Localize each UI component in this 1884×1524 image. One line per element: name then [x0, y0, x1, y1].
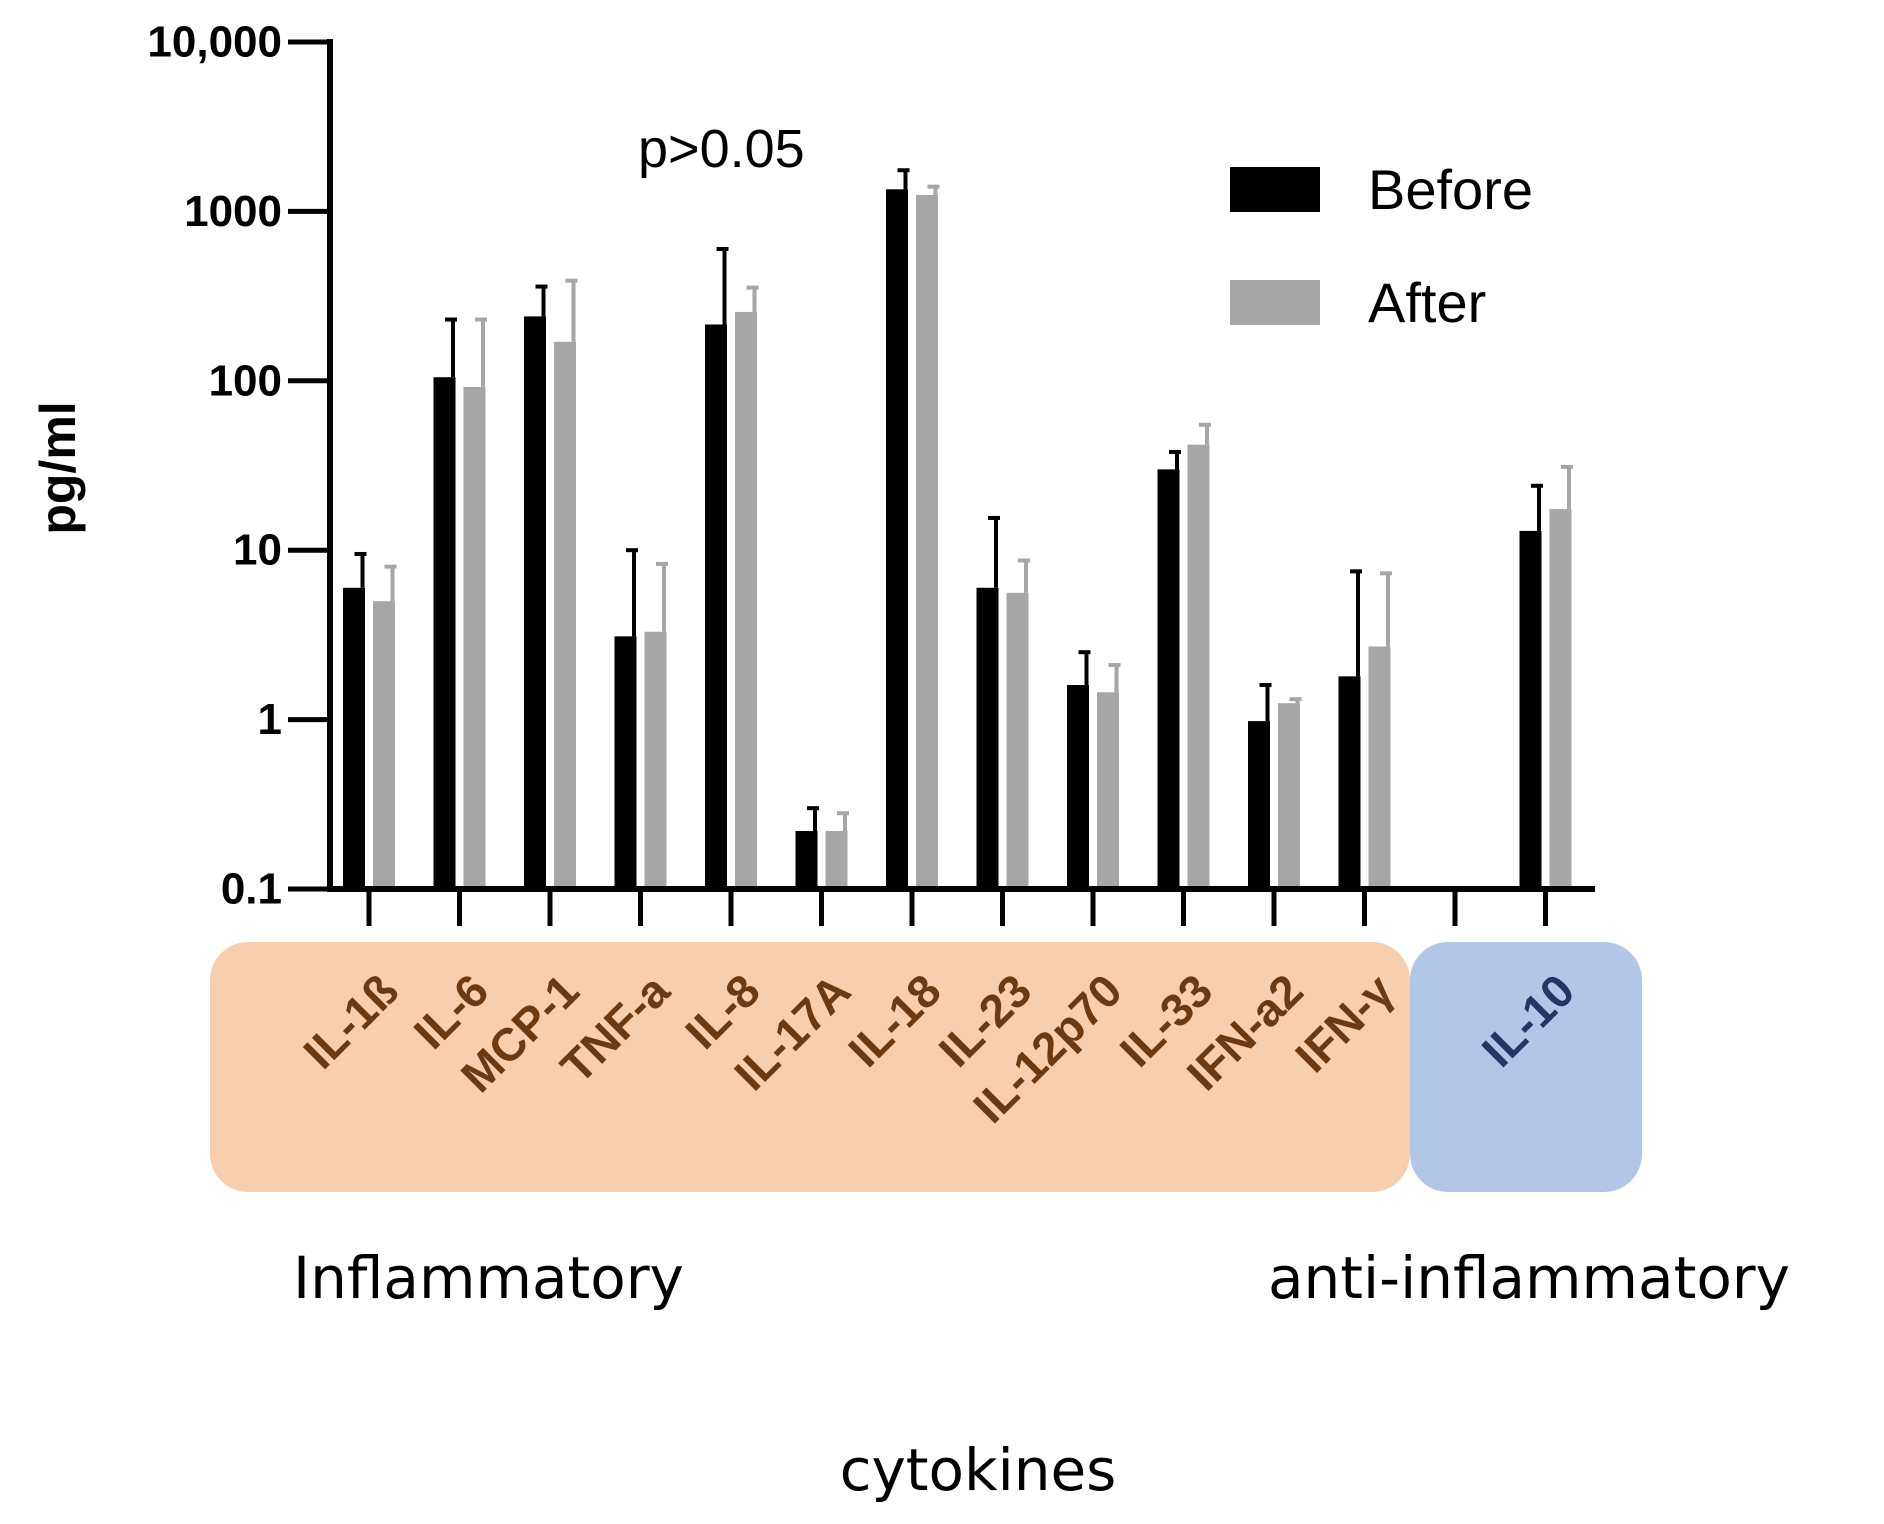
bar-before-tnf-a — [614, 636, 637, 889]
group-label-inflammatory: Inflammatory — [293, 1244, 684, 1312]
bar-before-il-33 — [1157, 469, 1180, 889]
bar-after-il-8 — [735, 311, 757, 889]
y-tick-label-10-000: 10,000 — [147, 18, 282, 67]
legend: Before After — [1230, 158, 1533, 334]
bar-before-il-12p70 — [1067, 685, 1089, 889]
y-tick-label-1000: 1000 — [184, 187, 282, 236]
y-tick-label-0-1: 0.1 — [221, 865, 282, 914]
anti-inflammatory-group-box — [1410, 942, 1642, 1192]
bar-before-ifn — [1338, 676, 1361, 889]
legend-swatch-before — [1230, 167, 1320, 212]
inflammatory-group-box — [210, 942, 1410, 1192]
legend-swatch-after — [1230, 280, 1320, 325]
significance-annotation: p>0.05 — [638, 119, 805, 179]
legend-label-after: After — [1368, 271, 1486, 334]
y-tick-label-10: 10 — [233, 526, 282, 575]
bar-before-il-8 — [705, 324, 727, 889]
bar-before-il-18 — [886, 189, 908, 889]
axes-layer — [288, 39, 1595, 926]
error-bars-layer — [354, 168, 1573, 831]
bar-after-il-18 — [916, 194, 938, 889]
bar-after-mcp-1 — [554, 341, 576, 889]
bar-after-tnf-a — [644, 631, 667, 889]
bar-before-mcp-1 — [524, 316, 546, 889]
y-tick-labels: 0.1 1 10 100 1000 10,000 — [147, 18, 282, 914]
group-label-anti-inflammatory: anti-inflammatory — [1268, 1244, 1790, 1312]
bars-layer — [343, 189, 1572, 889]
bar-after-il-17a — [825, 830, 848, 889]
bar-after-il-1 — [373, 601, 395, 889]
bar-before-ifn-a2 — [1248, 721, 1270, 889]
y-tick-label-1: 1 — [258, 695, 282, 744]
bar-before-il-1 — [343, 587, 365, 889]
bar-before-il-17a — [795, 830, 818, 889]
y-tick-label-100: 100 — [209, 356, 282, 405]
bar-after-il-6 — [463, 386, 486, 889]
x-axis-label: cytokines — [840, 1436, 1117, 1504]
bar-after-il-23 — [1006, 592, 1029, 889]
bar-after-ifn — [1368, 646, 1391, 889]
bar-after-il-10 — [1549, 509, 1572, 889]
legend-label-before: Before — [1368, 158, 1533, 221]
bar-after-ifn-a2 — [1278, 703, 1300, 889]
bar-after-il-33 — [1187, 444, 1210, 889]
y-axis-label: pg/ml — [30, 401, 86, 534]
bar-before-il-6 — [433, 377, 456, 889]
bar-after-il-12p70 — [1097, 692, 1119, 889]
bar-before-il-10 — [1519, 530, 1542, 889]
bar-before-il-23 — [976, 587, 999, 889]
group-boxes — [210, 942, 1642, 1192]
